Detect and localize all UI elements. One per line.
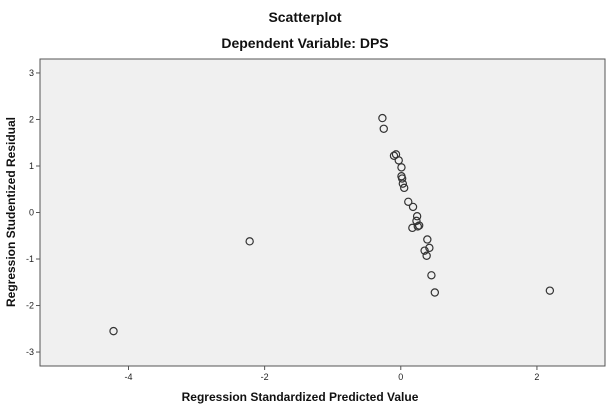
x-tick-label: 0 xyxy=(398,372,403,382)
x-tick-label: 2 xyxy=(534,372,539,382)
x-tick-label: -2 xyxy=(261,372,269,382)
data-point xyxy=(545,286,555,295)
data-point xyxy=(378,113,387,123)
data-point xyxy=(109,326,118,336)
data-point xyxy=(413,222,423,231)
y-tick-label: 2 xyxy=(29,114,34,124)
data-point xyxy=(425,243,434,253)
y-tick-label: 0 xyxy=(29,208,34,218)
data-points xyxy=(109,113,555,336)
y-axis-label: Regression Studentized Residual xyxy=(4,117,18,307)
data-point xyxy=(423,235,432,244)
data-point xyxy=(412,216,421,226)
data-point xyxy=(412,212,422,221)
data-point xyxy=(422,251,431,260)
data-point xyxy=(427,271,436,280)
x-tick-label: -4 xyxy=(124,372,132,382)
data-point xyxy=(430,288,440,297)
y-tick-label: -2 xyxy=(26,301,34,311)
data-point xyxy=(397,163,406,172)
data-point xyxy=(389,151,399,160)
y-tick-label: 1 xyxy=(29,161,34,171)
y-tick-label: -3 xyxy=(26,347,34,357)
data-point xyxy=(399,183,409,193)
data-point xyxy=(408,202,418,212)
data-point xyxy=(397,174,407,183)
data-point xyxy=(408,223,417,233)
y-tick-label: 3 xyxy=(29,68,34,78)
data-point xyxy=(245,237,254,246)
plot-area xyxy=(39,58,606,367)
data-point xyxy=(404,197,413,207)
axis-ticks: -4 -2 0 2 -3 -2 -1 0 1 2 3 xyxy=(26,68,539,382)
data-point xyxy=(420,246,429,255)
chart-title: Scatterplot xyxy=(268,9,342,25)
data-point xyxy=(394,156,403,165)
data-point xyxy=(379,124,388,133)
x-axis-label: Regression Standardized Predicted Value xyxy=(182,390,419,404)
chart-subtitle: Dependent Variable: DPS xyxy=(221,35,389,51)
y-tick-label: -1 xyxy=(26,254,34,264)
data-point xyxy=(398,179,408,188)
